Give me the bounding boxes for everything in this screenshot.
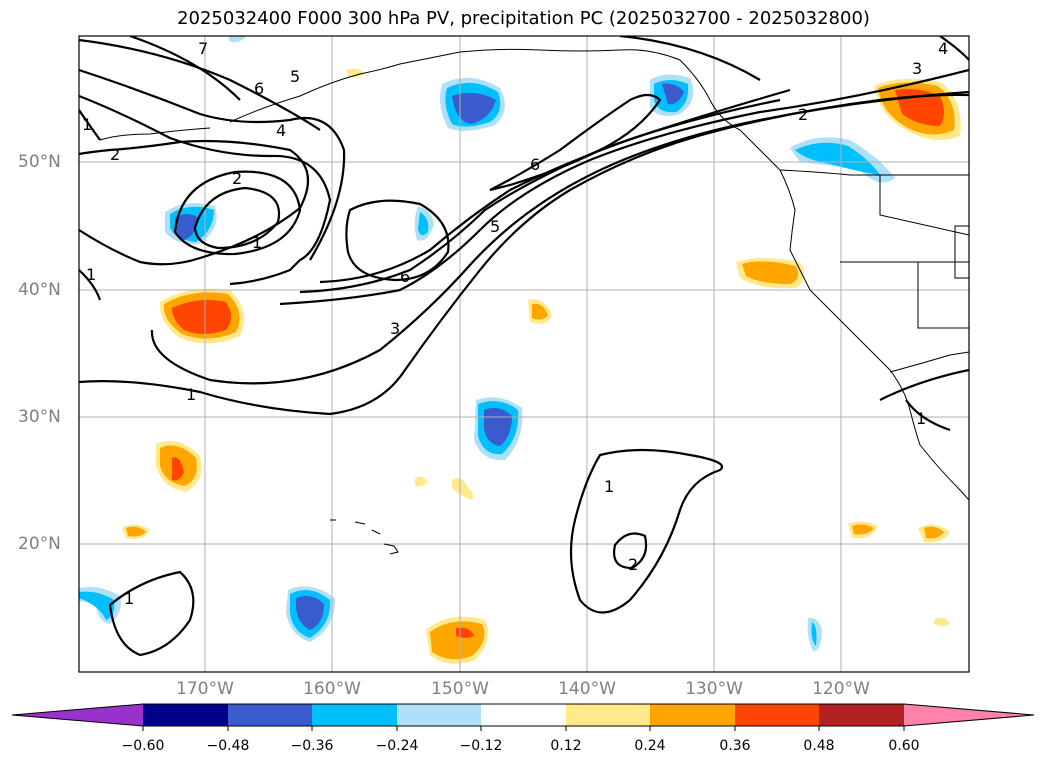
colorbar-segments [11, 703, 1035, 731]
lon-label: 160°W [303, 679, 361, 699]
colorbar-segment [312, 704, 397, 726]
contour-label: 6 [400, 267, 410, 286]
colorbar-tick-label: −0.24 [375, 738, 419, 754]
contour-label: 6 [254, 79, 264, 98]
colorbar-segment [819, 704, 904, 726]
pv-contours [79, 36, 969, 657]
contour-label: 4 [276, 121, 286, 140]
colorbar-tick-label: 0.48 [803, 738, 835, 754]
map-title: 2025032400 F000 300 hPa PV, precipitatio… [177, 8, 870, 29]
colorbar-segment [566, 704, 650, 726]
coastlines [99, 48, 969, 555]
contour-label: 1 [604, 477, 614, 496]
contour-label: 5 [290, 67, 300, 86]
lon-label: 150°W [431, 679, 489, 699]
contour-labels: 7 6 5 4 2 1 2 6 5 1 1 6 3 1 2 3 4 1 2 1 … [82, 39, 948, 608]
colorbar-segment [143, 704, 228, 726]
colorbar-tick-label: 0.24 [634, 738, 666, 754]
colorbar-tick-label: 0.60 [888, 738, 920, 754]
lon-label: 130°W [685, 679, 743, 699]
contour-label: 6 [530, 155, 540, 174]
contour-label: 1 [86, 265, 96, 284]
lon-label: 140°W [558, 679, 616, 699]
colorbar-tick-label: −0.60 [121, 738, 165, 754]
lat-label: 20°N [18, 534, 61, 554]
precip-negative [79, 36, 895, 652]
colorbar-segment [397, 704, 481, 726]
contour-label: 2 [232, 169, 242, 188]
colorbar-segment [228, 704, 312, 726]
map-frame [78, 35, 970, 673]
contour-label: 3 [912, 59, 922, 78]
colorbar-tick-label: −0.48 [206, 738, 250, 754]
contour-label: 2 [110, 145, 120, 164]
colorbar-tick-label: −0.12 [459, 738, 503, 754]
contour-label: 3 [390, 319, 400, 338]
colorbar-segment [481, 704, 566, 726]
contour-label: 5 [490, 217, 500, 236]
lon-label: 120°W [812, 679, 870, 699]
lat-label: 50°N [18, 152, 61, 172]
colorbar-tick-label: 0.36 [719, 738, 751, 754]
lon-label: 170°W [176, 679, 234, 699]
contour-label: 1 [82, 115, 92, 134]
contour-label: 2 [798, 105, 808, 124]
contour-label: 2 [628, 555, 638, 574]
contour-label: 1 [124, 589, 134, 608]
colorbar-tick-label: −0.36 [290, 738, 334, 754]
precip-positive [122, 68, 961, 664]
precip-shading [79, 36, 961, 664]
lat-label: 30°N [18, 407, 61, 427]
colorbar-segment [650, 704, 735, 726]
contour-label: 4 [938, 39, 948, 58]
colorbar-extend-left [12, 704, 143, 726]
colorbar-segment [735, 704, 819, 726]
colorbar-extend-right [904, 704, 1034, 726]
contour-label: 1 [252, 233, 262, 252]
gridlines [79, 36, 969, 672]
lat-label: 40°N [18, 280, 61, 300]
colorbar-tick-label: 0.12 [550, 738, 582, 754]
contour-label: 7 [198, 39, 208, 58]
contour-label: 1 [916, 409, 926, 428]
contour-label: 1 [186, 385, 196, 404]
